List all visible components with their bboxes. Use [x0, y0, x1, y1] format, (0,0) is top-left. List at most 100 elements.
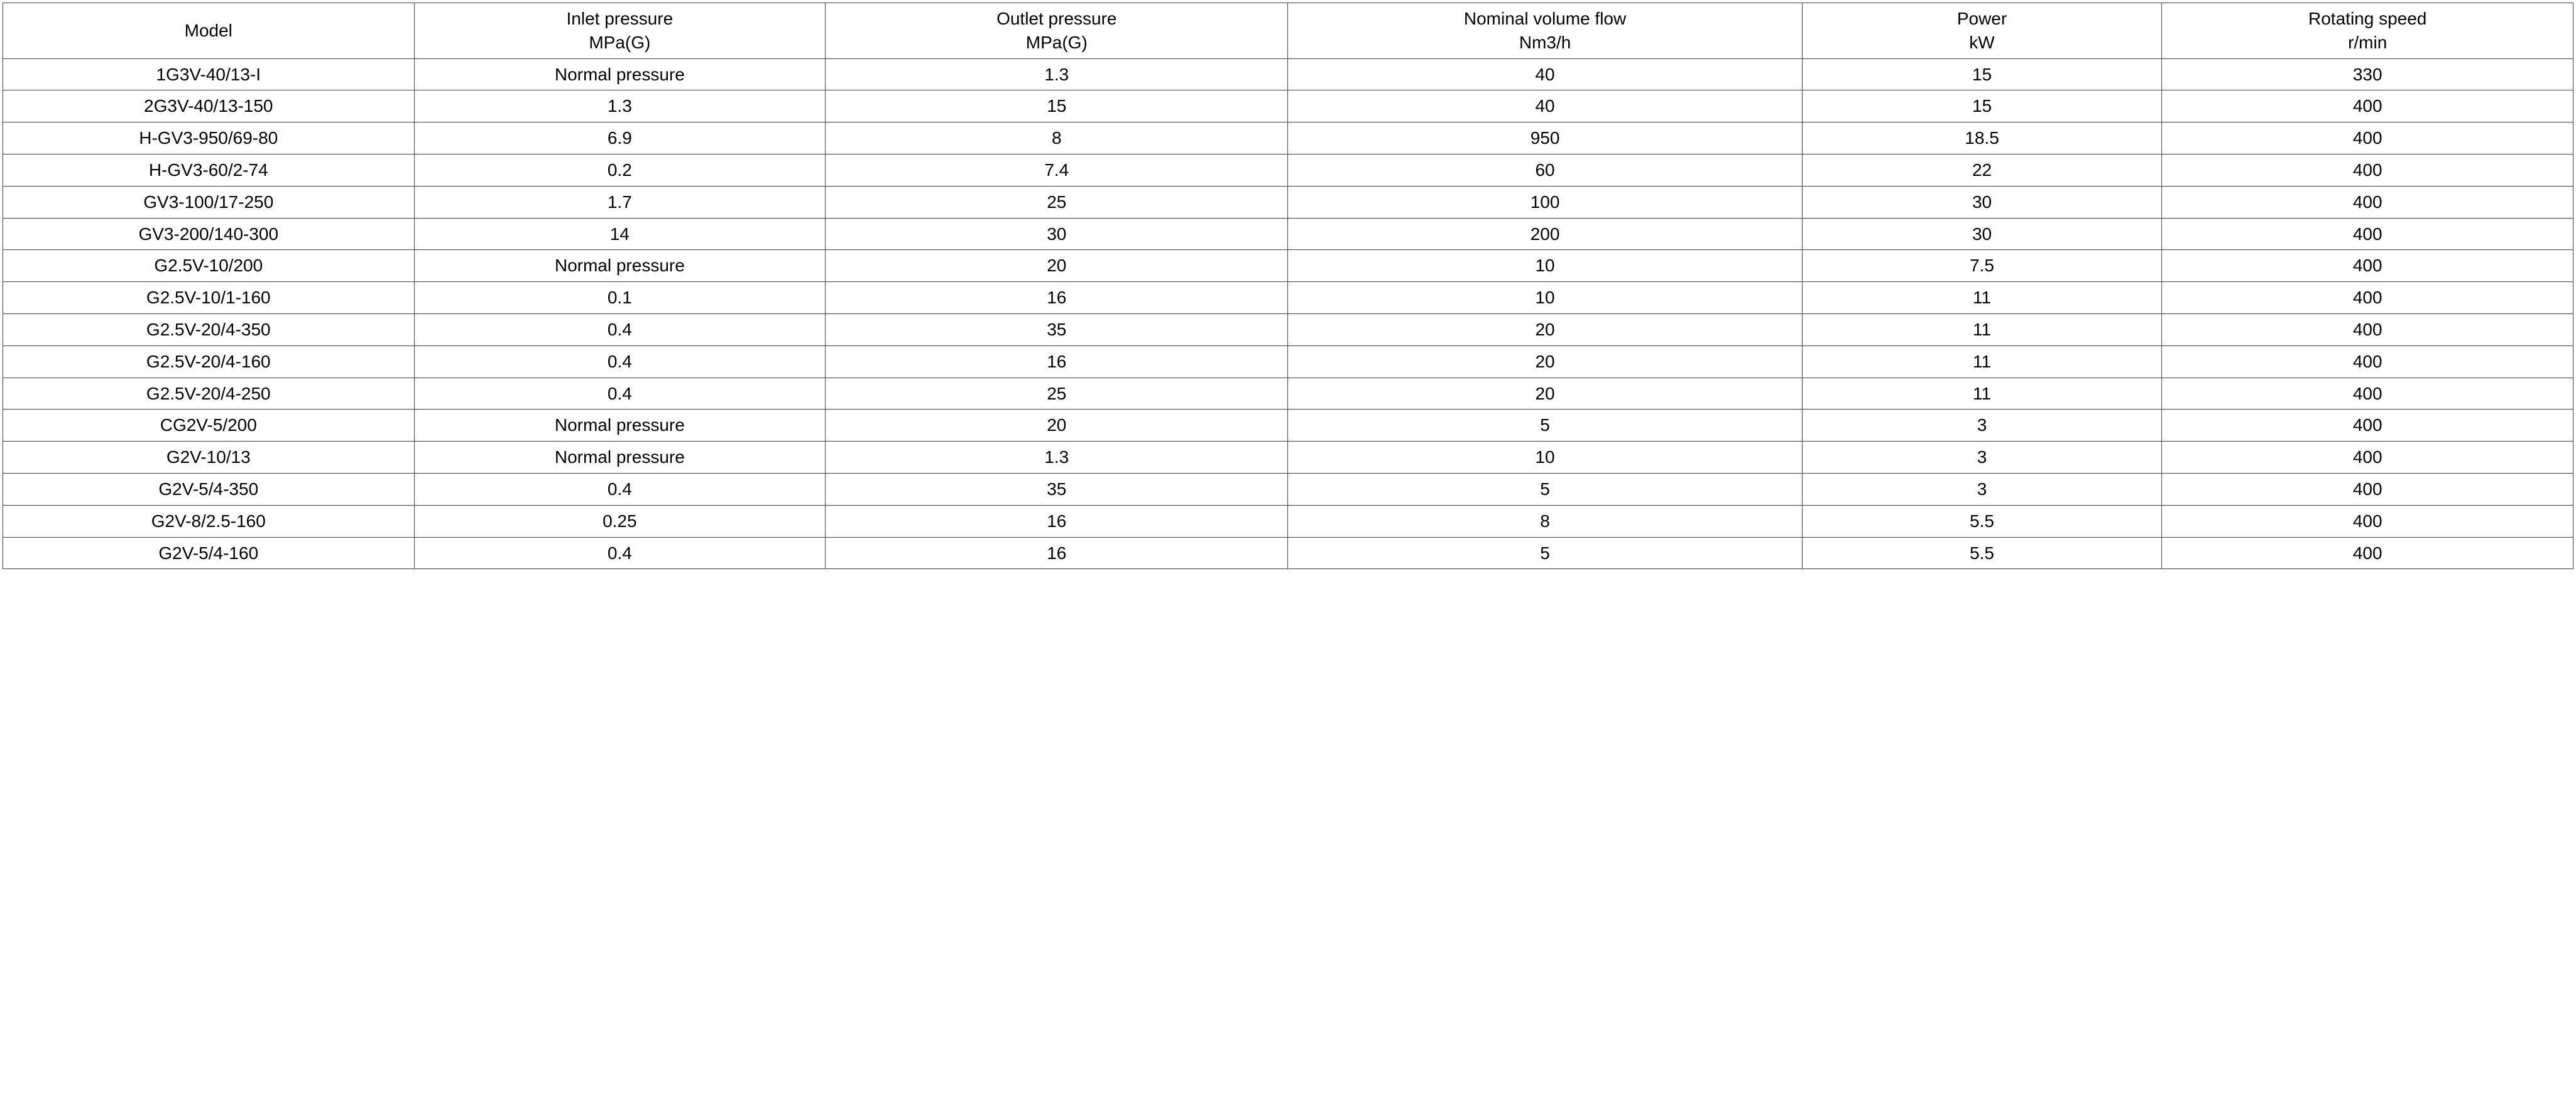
table-cell: Normal pressure [414, 442, 826, 474]
table-cell: G2.5V-20/4-160 [3, 345, 415, 378]
table-cell: 30 [1802, 218, 2162, 250]
table-cell: 60 [1288, 154, 1802, 186]
table-cell: GV3-200/140-300 [3, 218, 415, 250]
table-row: G2V-8/2.5-1600.251685.5400 [3, 505, 2573, 537]
table-cell: 0.4 [414, 378, 826, 410]
table-cell: 400 [2162, 250, 2573, 282]
table-cell: 8 [826, 122, 1288, 155]
table-row: H-GV3-60/2-740.27.46022400 [3, 154, 2573, 186]
table-cell: 1.7 [414, 186, 826, 218]
table-cell: 11 [1802, 345, 2162, 378]
header-unit: Nm3/h [1519, 33, 1571, 52]
header-label: Power [1957, 9, 2007, 28]
table-cell: 330 [2162, 58, 2573, 90]
table-cell: G2V-10/13 [3, 442, 415, 474]
table-cell: 10 [1288, 282, 1802, 314]
table-cell: 20 [1288, 378, 1802, 410]
table-cell: 400 [2162, 505, 2573, 537]
table-cell: GV3-100/17-250 [3, 186, 415, 218]
table-cell: 0.25 [414, 505, 826, 537]
table-cell: 30 [826, 218, 1288, 250]
table-row: 2G3V-40/13-1501.3154015400 [3, 90, 2573, 122]
table-cell: 5 [1288, 473, 1802, 505]
table-row: G2V-5/4-3500.43553400 [3, 473, 2573, 505]
table-cell: 15 [1802, 58, 2162, 90]
table-cell: 100 [1288, 186, 1802, 218]
header-label: Rotating speed [2308, 9, 2426, 28]
table-row: G2V-5/4-1600.41655.5400 [3, 537, 2573, 569]
table-cell: 16 [826, 505, 1288, 537]
table-cell: 950 [1288, 122, 1802, 155]
table-cell: 0.2 [414, 154, 826, 186]
table-cell: 20 [1288, 313, 1802, 345]
header-label: Model [185, 21, 232, 40]
table-cell: 11 [1802, 313, 2162, 345]
table-cell: G2.5V-20/4-250 [3, 378, 415, 410]
table-cell: 400 [2162, 442, 2573, 474]
table-cell: Normal pressure [414, 250, 826, 282]
table-cell: 400 [2162, 313, 2573, 345]
table-cell: 1.3 [414, 90, 826, 122]
table-cell: 2G3V-40/13-150 [3, 90, 415, 122]
table-cell: 22 [1802, 154, 2162, 186]
header-label: Outlet pressure [996, 9, 1116, 28]
table-cell: G2V-5/4-350 [3, 473, 415, 505]
table-cell: 400 [2162, 122, 2573, 155]
table-cell: G2.5V-10/1-160 [3, 282, 415, 314]
table-cell: 20 [1288, 345, 1802, 378]
table-cell: 16 [826, 282, 1288, 314]
table-cell: 15 [1802, 90, 2162, 122]
table-cell: 7.5 [1802, 250, 2162, 282]
table-cell: 25 [826, 186, 1288, 218]
header-label: Nominal volume flow [1464, 9, 1626, 28]
table-cell: 0.4 [414, 473, 826, 505]
table-cell: CG2V-5/200 [3, 410, 415, 442]
table-cell: 200 [1288, 218, 1802, 250]
table-cell: 3 [1802, 410, 2162, 442]
table-cell: G2.5V-20/4-350 [3, 313, 415, 345]
header-volume-flow: Nominal volume flow Nm3/h [1288, 3, 1802, 59]
table-cell: 5 [1288, 537, 1802, 569]
table-cell: 400 [2162, 537, 2573, 569]
table-cell: 0.4 [414, 313, 826, 345]
table-cell: 1.3 [826, 58, 1288, 90]
table-cell: 400 [2162, 473, 2573, 505]
table-header: Model Inlet pressure MPa(G) Outlet press… [3, 3, 2573, 59]
table-cell: 1.3 [826, 442, 1288, 474]
table-cell: 3 [1802, 442, 2162, 474]
table-cell: 15 [826, 90, 1288, 122]
header-rotating-speed: Rotating speed r/min [2162, 3, 2573, 59]
table-cell: 11 [1802, 378, 2162, 410]
table-row: 1G3V-40/13-INormal pressure1.34015330 [3, 58, 2573, 90]
table-cell: 6.9 [414, 122, 826, 155]
table-cell: 20 [826, 410, 1288, 442]
header-power: Power kW [1802, 3, 2162, 59]
table-cell: G2V-8/2.5-160 [3, 505, 415, 537]
table-cell: 8 [1288, 505, 1802, 537]
table-cell: 10 [1288, 250, 1802, 282]
table-cell: 16 [826, 345, 1288, 378]
table-cell: 10 [1288, 442, 1802, 474]
table-row: GV3-200/140-300143020030400 [3, 218, 2573, 250]
table-cell: 3 [1802, 473, 2162, 505]
table-cell: H-GV3-950/69-80 [3, 122, 415, 155]
table-cell: 0.4 [414, 345, 826, 378]
table-cell: 18.5 [1802, 122, 2162, 155]
table-cell: 40 [1288, 90, 1802, 122]
header-unit: r/min [2348, 33, 2387, 52]
table-cell: 35 [826, 473, 1288, 505]
table-row: G2.5V-20/4-2500.4252011400 [3, 378, 2573, 410]
table-cell: 5.5 [1802, 537, 2162, 569]
header-inlet-pressure: Inlet pressure MPa(G) [414, 3, 826, 59]
table-cell: 5 [1288, 410, 1802, 442]
table-cell: H-GV3-60/2-74 [3, 154, 415, 186]
table-cell: 0.4 [414, 537, 826, 569]
table-cell: G2V-5/4-160 [3, 537, 415, 569]
table-row: G2.5V-10/200Normal pressure20107.5400 [3, 250, 2573, 282]
header-label: Inlet pressure [567, 9, 674, 28]
table-row: G2.5V-20/4-3500.4352011400 [3, 313, 2573, 345]
table-cell: 400 [2162, 186, 2573, 218]
table-cell: 400 [2162, 378, 2573, 410]
table-cell: 35 [826, 313, 1288, 345]
header-model: Model [3, 3, 415, 59]
